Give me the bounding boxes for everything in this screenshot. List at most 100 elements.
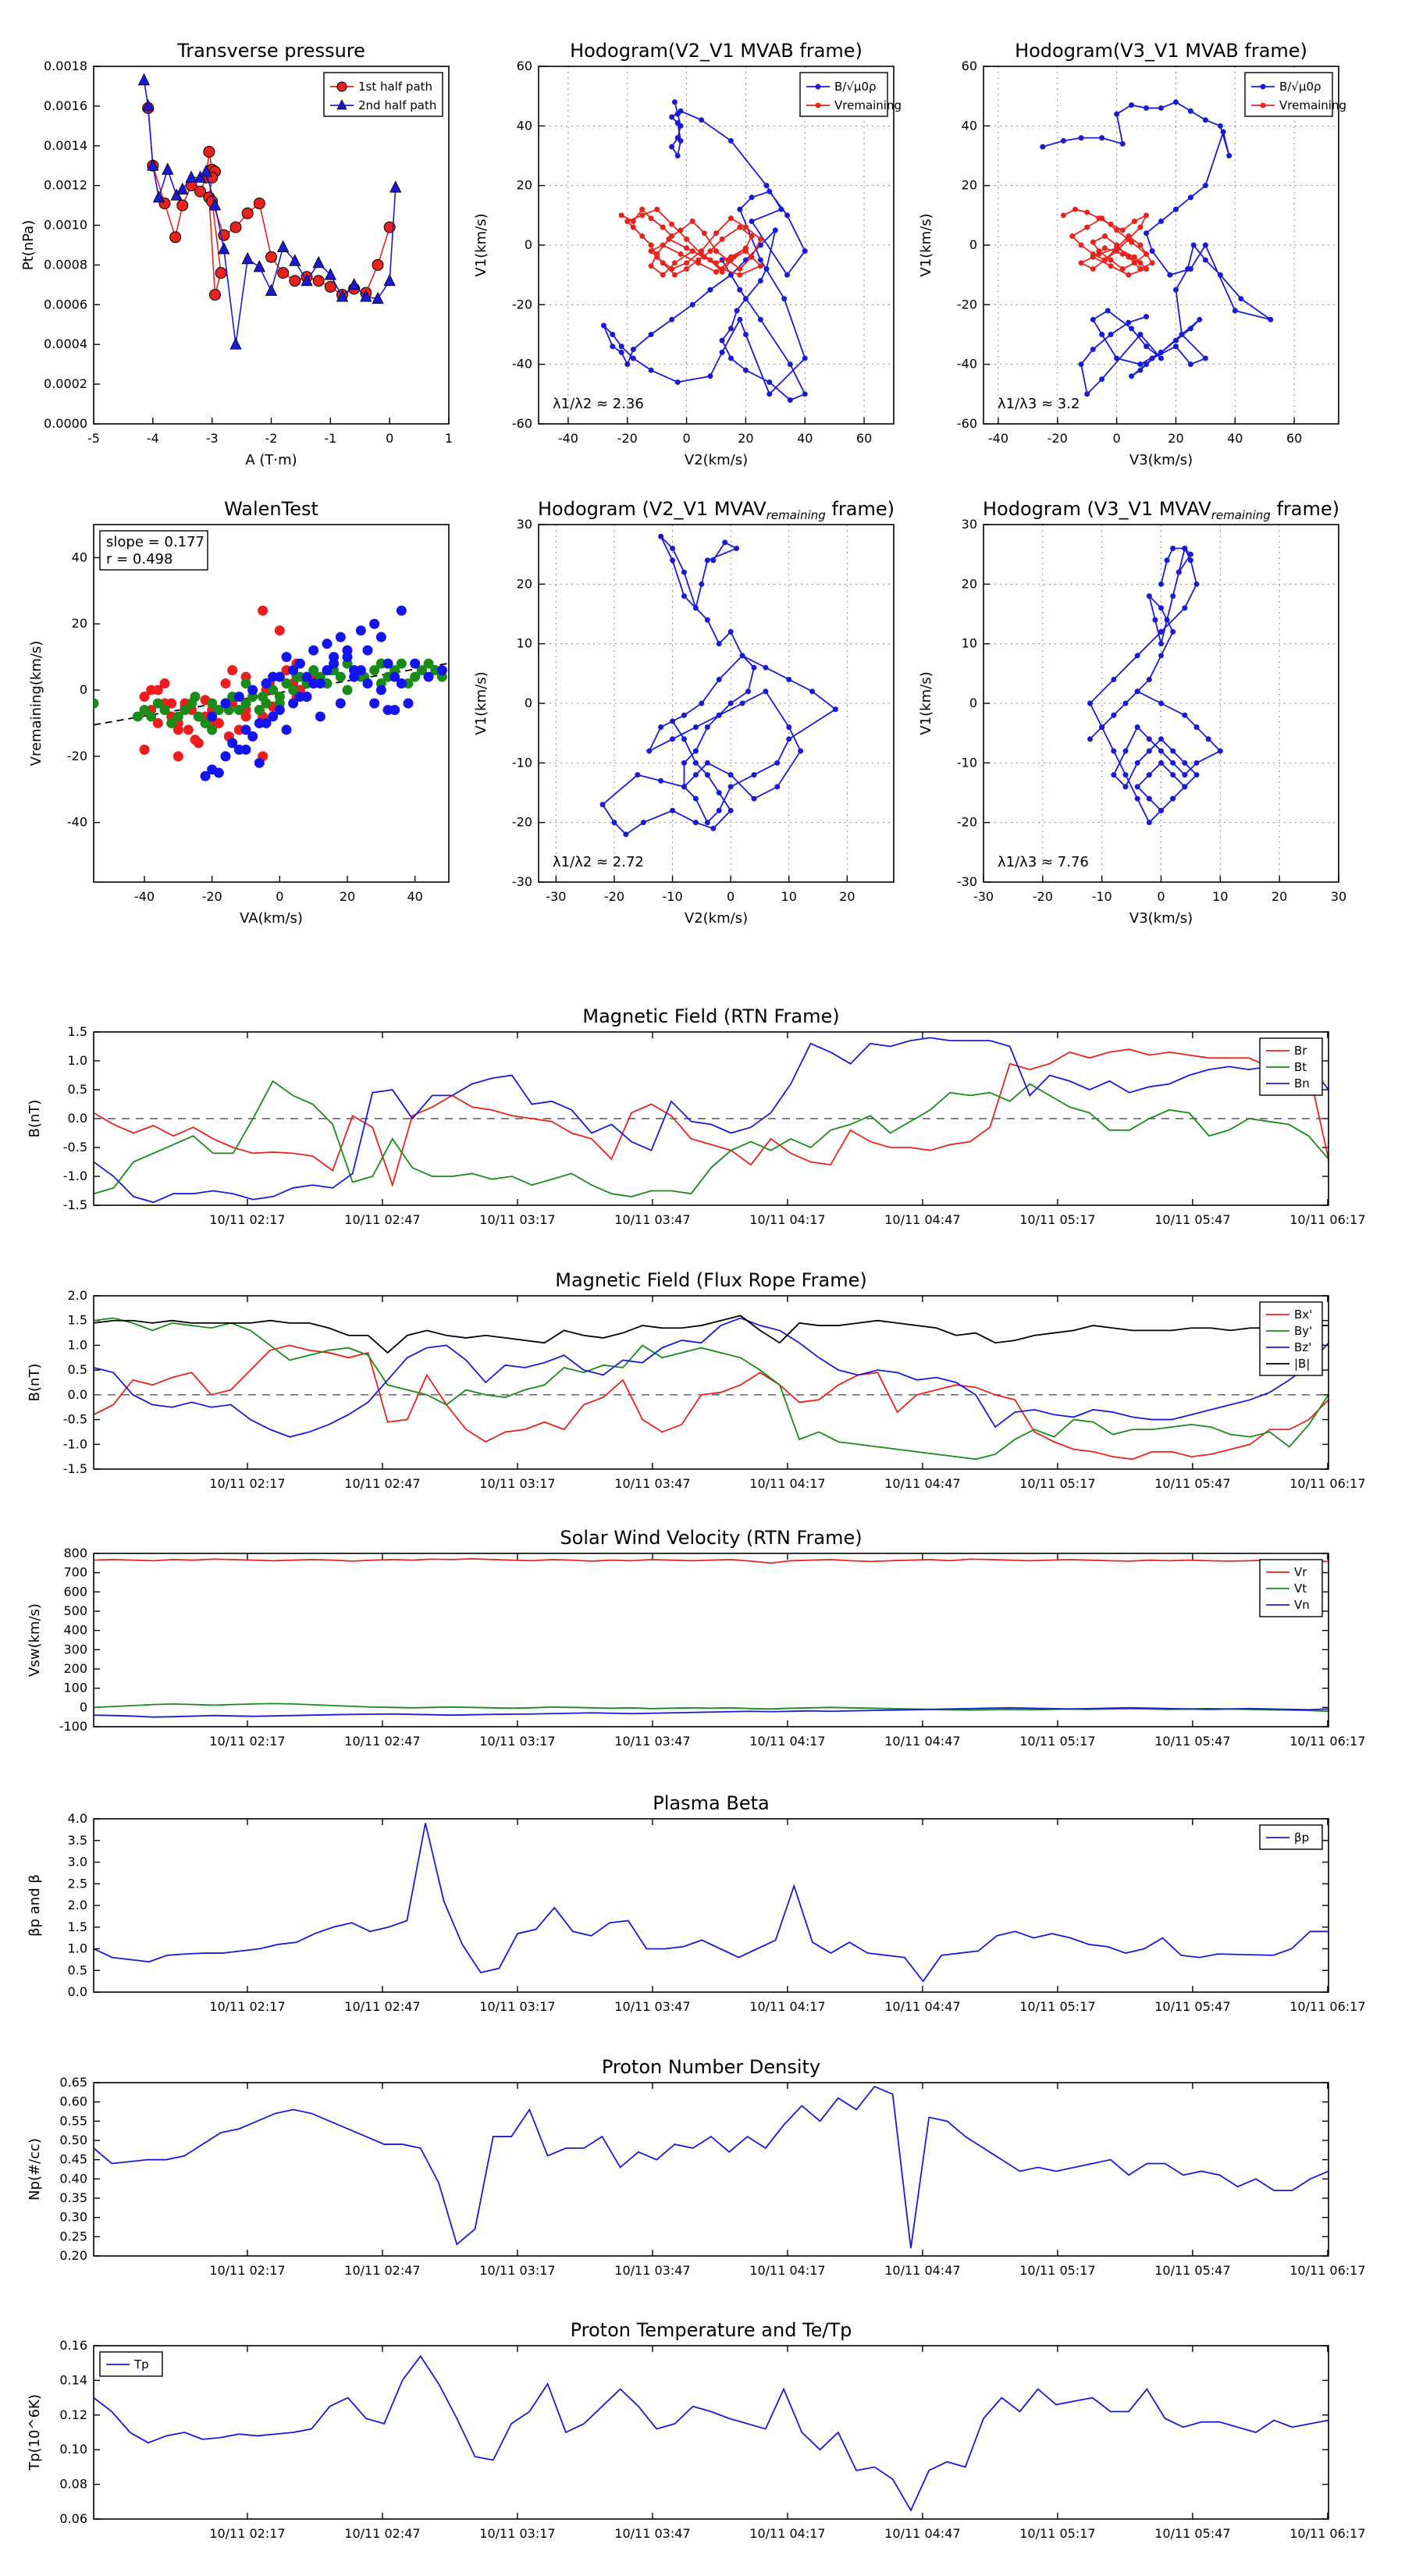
plot-frame xyxy=(93,2345,1329,2520)
data-point xyxy=(669,114,675,120)
y-tick-label: 0 xyxy=(969,237,977,252)
data-point xyxy=(213,767,224,778)
data-point xyxy=(648,332,654,337)
data-point xyxy=(142,98,155,112)
data-point xyxy=(648,242,654,248)
data-point xyxy=(1122,700,1129,706)
data-point xyxy=(802,391,808,397)
x-tick-label: 10/11 03:47 xyxy=(614,1999,690,2014)
data-point xyxy=(1108,221,1114,227)
y-tick-label: 0.20 xyxy=(59,2248,87,2263)
data-point xyxy=(648,367,654,373)
data-point xyxy=(701,230,707,237)
data-point xyxy=(1164,617,1170,623)
data-point xyxy=(233,704,244,715)
y-tick-label: 0 xyxy=(80,682,87,697)
y-tick-label: 500 xyxy=(63,1603,87,1618)
x-tick-label: 10/11 05:17 xyxy=(1019,1476,1095,1491)
data-point xyxy=(1119,227,1126,233)
data-point xyxy=(716,807,722,813)
data-point xyxy=(423,671,434,682)
data-point xyxy=(1202,355,1208,361)
x-tick-label: 10/11 03:17 xyxy=(479,1212,555,1227)
y-tick-label: 0.0006 xyxy=(44,297,87,311)
data-point xyxy=(670,736,676,742)
data-point xyxy=(1090,316,1096,322)
y-tick-label: 10 xyxy=(962,636,977,651)
data-point xyxy=(1158,807,1164,813)
x-tick-label: -2 xyxy=(265,431,278,446)
data-point xyxy=(312,275,325,287)
data-point xyxy=(241,207,254,219)
y-tick-label: -10 xyxy=(957,755,977,770)
data-point xyxy=(277,267,290,279)
data-point xyxy=(1146,795,1152,802)
series-b xyxy=(599,533,838,838)
x-tick-label: 10/11 04:17 xyxy=(749,2526,825,2541)
data-point xyxy=(1087,700,1093,706)
data-point xyxy=(1226,153,1232,158)
y-tick-label: 0.0 xyxy=(68,1984,87,1999)
y-tick-label: 200 xyxy=(63,1661,87,1676)
data-point xyxy=(742,332,749,337)
x-tick-label: 10/11 02:17 xyxy=(209,1999,285,2014)
data-point xyxy=(227,738,238,749)
data-point xyxy=(281,652,292,663)
data-point xyxy=(630,224,636,230)
data-point xyxy=(692,820,699,826)
data-point xyxy=(315,678,325,689)
data-point xyxy=(1144,212,1150,219)
data-point xyxy=(660,272,666,278)
legend xyxy=(1244,72,1333,117)
data-point xyxy=(369,665,380,676)
y-tick-label: 0.10 xyxy=(59,2442,87,2457)
data-point xyxy=(1108,263,1114,269)
series-line-b xyxy=(93,1315,1329,1354)
x-tick-label: 10/11 05:17 xyxy=(1019,2263,1095,2278)
data-point xyxy=(763,266,770,272)
data-point xyxy=(749,218,755,224)
data-point xyxy=(383,273,396,286)
y-tick-label: 0.40 xyxy=(59,2171,87,2186)
data-point xyxy=(681,736,687,742)
data-point xyxy=(1268,316,1274,322)
data-point xyxy=(1158,700,1164,706)
y-tick-label: 1.5 xyxy=(68,1313,87,1328)
data-point xyxy=(671,272,678,278)
data-point xyxy=(227,665,238,676)
y-tick-label: 20 xyxy=(517,178,532,193)
legend-label: 1st half path xyxy=(358,80,432,94)
y-tick-label: 700 xyxy=(63,1565,87,1580)
data-point xyxy=(623,831,629,838)
x-tick-label: 10/11 04:47 xyxy=(884,1212,960,1227)
data-point xyxy=(1090,254,1096,260)
x-tick-label: 10/11 03:47 xyxy=(614,1212,690,1227)
data-point xyxy=(757,236,763,242)
y-axis-label: V1(km/s) xyxy=(473,671,489,735)
data-point xyxy=(707,248,713,254)
data-point xyxy=(335,698,346,709)
data-point xyxy=(1144,266,1150,272)
data-point xyxy=(1190,242,1197,248)
data-point xyxy=(1126,319,1132,326)
data-point xyxy=(784,212,790,219)
data-point xyxy=(674,120,681,126)
data-point xyxy=(308,665,319,676)
data-point xyxy=(660,242,666,248)
x-axis-label: VA(km/s) xyxy=(240,910,303,927)
data-point xyxy=(692,760,699,766)
data-point xyxy=(710,825,717,831)
x-tick-label: -3 xyxy=(206,431,219,446)
panel-title: Magnetic Field (RTN Frame) xyxy=(582,1005,839,1027)
data-point xyxy=(684,260,690,266)
data-point xyxy=(699,581,705,587)
y-axis-label: Tp(10^6K) xyxy=(27,2394,43,2471)
data-point xyxy=(1119,266,1126,272)
data-point xyxy=(1158,748,1164,754)
x-tick-label: 20 xyxy=(839,889,855,904)
data-point xyxy=(1078,260,1084,266)
data-point xyxy=(618,212,624,219)
legend xyxy=(799,72,888,117)
chart-proton_density: 10/11 02:17 10/11 02:47 10/11 03:17 10/11 0… xyxy=(27,2056,1366,2278)
y-tick-label: -20 xyxy=(512,815,532,830)
